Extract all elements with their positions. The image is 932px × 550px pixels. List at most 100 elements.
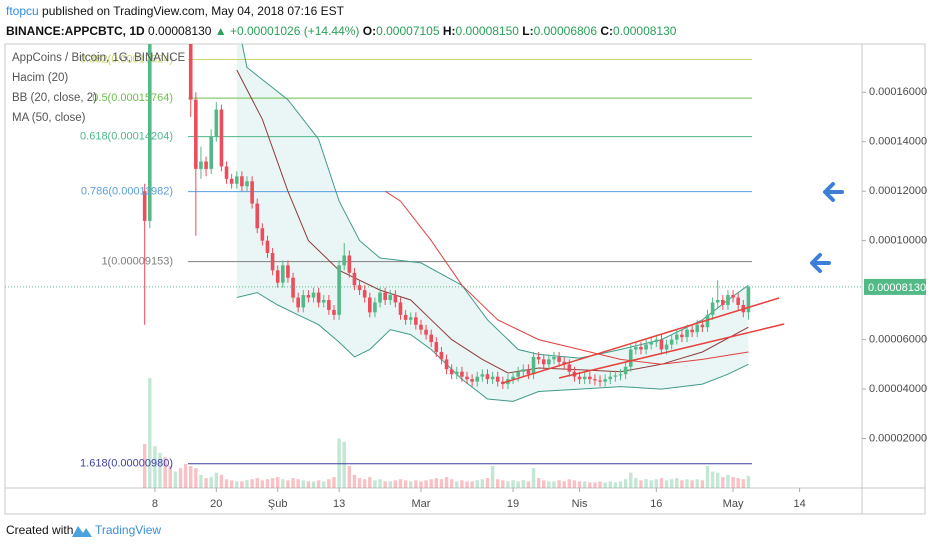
candle-body: [547, 359, 551, 365]
candle-body: [721, 300, 725, 305]
candle-body: [664, 344, 669, 350]
candle-body: [199, 161, 203, 169]
candle-body: [260, 228, 265, 241]
volume-bar: [526, 481, 531, 488]
volume-bar: [485, 478, 490, 488]
volume-bar: [455, 481, 459, 488]
fib-label: 0.382(0.00017324): [80, 53, 173, 65]
candle-body: [552, 356, 556, 360]
volume-bar: [352, 474, 357, 488]
candle-body: [516, 371, 520, 377]
candle-body: [281, 265, 285, 283]
x-tick-label: 13: [333, 498, 345, 510]
candle-body: [327, 300, 331, 310]
volume-bar: [332, 477, 336, 488]
x-tick-label: 16: [650, 498, 662, 510]
fib-label: 0.618(0.00014204): [80, 131, 173, 143]
candle-body: [577, 376, 582, 380]
x-tick-label: May: [723, 498, 744, 510]
arrow: [823, 182, 844, 202]
volume-bar: [613, 482, 618, 488]
volume-bar: [726, 474, 730, 488]
volume-bar: [531, 468, 536, 488]
volume-bar: [168, 466, 172, 488]
volume-bar: [588, 482, 592, 488]
candle-body: [705, 314, 710, 328]
candle-body: [715, 300, 720, 303]
volume-bar: [163, 457, 167, 488]
x-tick-label: 20: [210, 498, 222, 510]
candle-body: [541, 359, 546, 365]
chart-frame: [4, 43, 926, 515]
candle-body: [142, 191, 147, 221]
bb-upper: [241, 44, 749, 359]
volume-bar: [629, 472, 633, 488]
volume-bar: [444, 477, 449, 488]
candle-body: [234, 176, 239, 184]
legend-bb: BB (20, close, 2): [12, 92, 97, 104]
trendline: [558, 323, 785, 379]
volume-bar: [669, 479, 674, 488]
candle-body: [424, 329, 428, 335]
volume-bar: [276, 477, 280, 488]
volume-bar: [511, 480, 515, 488]
candle-body: [674, 334, 679, 340]
ohlc-value: 0.00006806: [534, 24, 598, 38]
bb-fill: [236, 44, 749, 402]
volume-bar: [424, 480, 428, 488]
volume-bar: [470, 481, 474, 488]
candle-body: [669, 339, 674, 345]
volume-bar: [286, 480, 290, 488]
header-line-2: BINANCE:APPCBTC, 1D 0.00008130 ▲ +0.0000…: [6, 24, 677, 38]
candle-body: [634, 347, 638, 350]
candle-body: [490, 376, 495, 380]
candle-body: [378, 292, 382, 303]
candle-body: [245, 181, 249, 187]
candle-body: [342, 255, 347, 266]
candle-body: [454, 371, 459, 375]
volume-bar: [439, 479, 444, 488]
y-tick-label: 0.00014000: [869, 136, 927, 148]
volume-bar: [373, 480, 377, 488]
volume-bar: [189, 466, 193, 488]
volume-bar: [368, 477, 372, 488]
volume-bar: [659, 478, 664, 488]
legend-volume: Hacim (20): [12, 72, 68, 84]
volume-bar: [690, 480, 694, 488]
candle-body: [275, 270, 280, 283]
volume-bar: [475, 480, 479, 488]
volume-bar: [378, 479, 382, 488]
candle-body: [250, 181, 254, 204]
candle-body: [362, 290, 367, 298]
last-price: 0.00008130: [148, 24, 212, 38]
candle-body: [393, 295, 398, 303]
volume-bar: [327, 479, 331, 488]
y-tick-label: 0.00012000: [869, 185, 927, 197]
volume-bar: [347, 466, 352, 488]
last-price-label: 0.00008130: [868, 282, 926, 294]
candle-body: [736, 297, 740, 305]
candle-body: [444, 359, 449, 370]
candle-body: [321, 300, 326, 303]
y-tick-label: 0.00010000: [869, 235, 927, 247]
author: ftopcu: [6, 4, 39, 18]
candle-body: [511, 376, 515, 380]
volume-bar: [598, 481, 602, 488]
fib-label: 0.786(0.00011982): [81, 186, 173, 198]
volume-bar: [731, 477, 735, 488]
volume-bar: [429, 479, 433, 488]
volume-bar: [567, 479, 572, 488]
y-tick-label: 0.00016000: [869, 86, 927, 98]
candle-body: [403, 314, 408, 320]
candle-body: [531, 356, 536, 375]
candle-body: [639, 347, 643, 350]
volume-bar: [480, 479, 485, 488]
volume-bar: [142, 444, 147, 488]
volume-bar: [710, 471, 715, 488]
candle-body: [296, 297, 300, 308]
candle-body: [465, 376, 469, 380]
volume-bar: [183, 463, 188, 488]
x-tick-label: 19: [507, 498, 519, 510]
candle-body: [286, 265, 290, 278]
candle-body: [352, 272, 357, 286]
